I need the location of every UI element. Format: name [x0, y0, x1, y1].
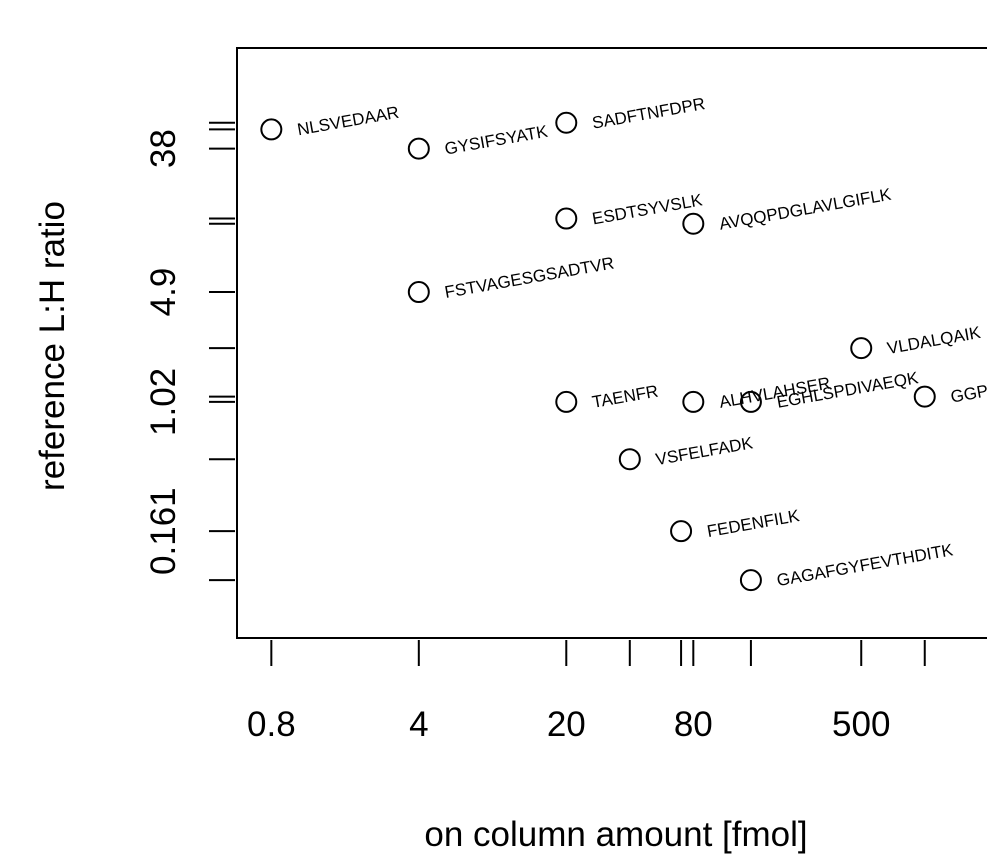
data-point: [682, 390, 705, 413]
data-point-label: GAGAFGYFEVTHDITK: [775, 540, 955, 590]
data-point: [913, 385, 936, 408]
y-axis: 0.161 1.02 4.9 38: [144, 121, 235, 582]
data-point-label: FEDENFILK: [705, 506, 801, 541]
data-point: [555, 390, 578, 413]
data-point-label: AVQQPDGLAVLGIFLK: [718, 185, 893, 234]
y-tick-label: 4.9: [144, 268, 183, 317]
data-point: [739, 569, 762, 592]
data-point: [850, 337, 873, 360]
x-axis-label: on column amount [fmol]: [424, 815, 807, 854]
data-point-label: SADFTNFDPR: [591, 94, 707, 133]
data-point-label: VSFELFADK: [654, 433, 755, 469]
data-point: [260, 118, 283, 141]
data-point: [407, 281, 430, 304]
data-point: [670, 520, 693, 543]
data-point-label: EGHLSPDIVAEQK: [775, 368, 920, 412]
x-tick-label: 4: [409, 705, 428, 744]
data-point: [618, 448, 641, 471]
data-point: [407, 137, 430, 160]
x-tick-label: 0.8: [247, 705, 296, 744]
y-tick-label: 1.02: [144, 368, 183, 436]
y-tick-label: 38: [144, 129, 183, 168]
y-tick-label: 0.161: [144, 487, 183, 575]
data-points: NLSVEDAAR GYSIFSYATK SADFTNFDPR ESDTSYVSLK A…: [260, 94, 987, 592]
data-point: [682, 212, 705, 235]
data-point-label: ESDTSYVSLK: [591, 190, 705, 228]
x-tick-label: 500: [832, 705, 890, 744]
data-point-label: GYSIFSYATK: [443, 122, 550, 159]
y-axis-label: reference L:H ratio: [33, 201, 72, 491]
x-tick-label: 80: [674, 705, 713, 744]
data-point: [555, 111, 578, 134]
data-point-label: TAENFR: [591, 382, 660, 412]
data-point-label: NLSVEDAAR: [296, 103, 401, 140]
data-point-label: VLDALQAIK: [886, 323, 983, 358]
data-point-label: FSTVAGESGSADTVR: [443, 253, 615, 302]
data-point: [555, 207, 578, 230]
plot-box: [236, 47, 987, 639]
data-point: [739, 390, 762, 413]
x-axis: 0.8 4 20 80 500: [247, 640, 926, 744]
data-point-label: GGPFSDSYR: [949, 369, 987, 406]
x-tick-label: 20: [547, 705, 586, 744]
